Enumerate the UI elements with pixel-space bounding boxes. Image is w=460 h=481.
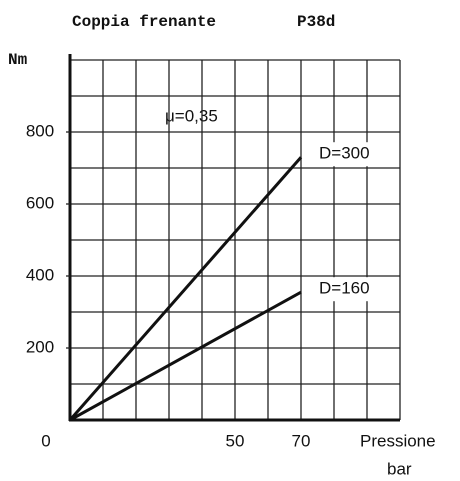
label-background — [315, 277, 387, 302]
y-tick-label: 800 — [26, 121, 54, 140]
label-background — [315, 142, 387, 167]
y-tick-label: 400 — [26, 265, 54, 284]
x-tick-label: 0 — [41, 431, 50, 450]
chart-title: Coppia frenante — [72, 13, 216, 31]
chart-model: P38d — [297, 13, 335, 31]
series-line — [68, 156, 303, 421]
series-label: D=160 — [319, 279, 370, 298]
x-axis-unit: bar — [387, 459, 412, 478]
series-line — [69, 290, 302, 422]
y-tick-label: 600 — [26, 193, 54, 212]
x-tick-label: 50 — [226, 431, 245, 450]
series-label: D=300 — [319, 144, 370, 163]
y-tick-label: 200 — [26, 337, 54, 356]
annotation: μ=0,35 — [165, 106, 218, 125]
x-tick-label: 70 — [292, 431, 311, 450]
y-axis-label: Nm — [8, 51, 28, 69]
x-axis-label: Pressione — [360, 431, 436, 450]
